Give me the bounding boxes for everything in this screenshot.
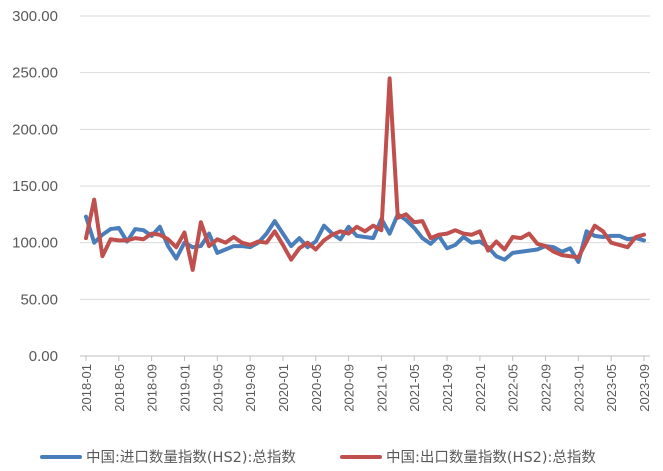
- x-axis-tick-labels: 2018-01 2018-05 2018-09 2019-01 2019-05 2019-…: [79, 364, 652, 412]
- x-tick-label: 2022-09: [539, 364, 554, 412]
- x-tick-label: 2022-01: [473, 364, 488, 412]
- x-tick-label: 2021-05: [407, 364, 422, 412]
- x-tick-label: 2019-09: [243, 364, 258, 412]
- x-tick-label: 2023-01: [571, 364, 586, 412]
- x-tick-label: 2019-01: [177, 364, 192, 412]
- x-axis-ticks: [85, 356, 645, 361]
- y-tick-label: 50.00: [20, 291, 58, 308]
- x-tick-label: 2022-05: [506, 364, 521, 412]
- legend-label-export: 中国:出口数量指数(HS2):总指数: [386, 449, 596, 466]
- x-tick-label: 2023-05: [604, 364, 619, 412]
- series-line-import: [84, 212, 646, 264]
- legend: 中国:进口数量指数(HS2):总指数 中国:出口数量指数(HS2):总指数: [40, 449, 596, 466]
- x-tick-label: 2018-01: [79, 364, 94, 412]
- y-axis-tick-labels: 0.00 50.00 100.00 150.00 200.00 250.00 300.00: [12, 8, 58, 365]
- series-line-export: [84, 76, 646, 272]
- x-tick-label: 2020-09: [342, 364, 357, 412]
- legend-item-export: 中国:出口数量指数(HS2):总指数: [340, 449, 596, 466]
- y-tick-label: 250.00: [12, 65, 58, 82]
- x-tick-label: 2019-05: [210, 364, 225, 412]
- x-tick-label: 2020-01: [276, 364, 291, 412]
- legend-item-import: 中国:进口数量指数(HS2):总指数: [40, 449, 296, 466]
- series-layer: [84, 76, 646, 272]
- x-tick-label: 2018-05: [112, 364, 127, 412]
- y-tick-label: 0.00: [29, 348, 58, 365]
- y-tick-label: 200.00: [12, 121, 58, 138]
- x-tick-label: 2023-09: [637, 364, 652, 412]
- legend-label-import: 中国:进口数量指数(HS2):总指数: [86, 449, 296, 466]
- x-tick-label: 2021-09: [440, 364, 455, 412]
- x-tick-label: 2020-05: [309, 364, 324, 412]
- y-tick-label: 100.00: [12, 235, 58, 252]
- y-tick-label: 150.00: [12, 178, 58, 195]
- gridlines: [80, 15, 650, 300]
- x-tick-label: 2021-01: [374, 364, 389, 412]
- x-tick-label: 2018-09: [145, 364, 160, 412]
- y-tick-label: 300.00: [12, 8, 58, 25]
